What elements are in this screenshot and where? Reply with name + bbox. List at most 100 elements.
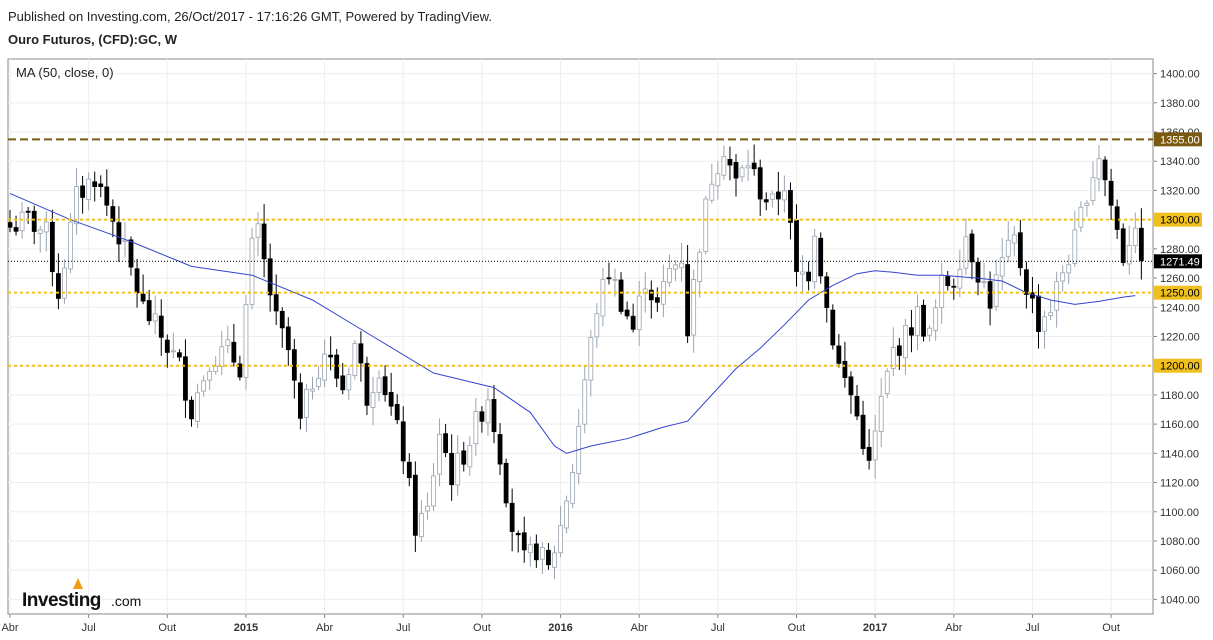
- candle: [437, 418, 442, 487]
- candle: [56, 253, 61, 310]
- candle: [915, 294, 920, 351]
- candle: [352, 340, 358, 380]
- candle: [558, 506, 563, 558]
- candle: [552, 545, 557, 579]
- y-tick-label: 1340.00: [1160, 156, 1200, 168]
- candle: [576, 409, 582, 485]
- x-tick-label: Out: [473, 622, 491, 634]
- candle: [370, 376, 376, 426]
- candle: [473, 397, 479, 457]
- y-tick-label: 1060.00: [1160, 565, 1200, 577]
- candle: [763, 192, 769, 211]
- x-tick-label: Abr: [631, 622, 648, 634]
- candle: [927, 325, 932, 342]
- price-tag-support: [1154, 212, 1202, 227]
- candle: [709, 163, 715, 204]
- candle: [261, 204, 267, 278]
- candle: [800, 255, 805, 295]
- candle: [1102, 156, 1108, 197]
- candle: [812, 228, 818, 289]
- candle: [1048, 300, 1053, 321]
- candle: [969, 229, 975, 280]
- candle: [963, 218, 969, 276]
- candle: [884, 368, 890, 399]
- candle: [1084, 199, 1090, 217]
- candle: [788, 182, 793, 240]
- candle: [170, 332, 176, 359]
- candle: [62, 259, 67, 304]
- x-tick-label: Abr: [1, 622, 18, 634]
- ma-line: [9, 192, 1136, 454]
- candle: [207, 367, 213, 391]
- candle: [739, 164, 745, 183]
- price-tag-current: [1154, 254, 1202, 269]
- x-tick-label: Jul: [1025, 622, 1039, 634]
- candle: [310, 376, 315, 400]
- candle: [1090, 161, 1096, 206]
- candle: [418, 500, 424, 542]
- candle: [334, 348, 340, 388]
- y-tick-label: 1280.00: [1160, 244, 1200, 256]
- candle: [872, 414, 878, 479]
- moving-average: [9, 192, 1136, 454]
- candle: [394, 394, 400, 425]
- candle: [1132, 212, 1138, 254]
- candle: [285, 317, 291, 366]
- symbol-title: Ouro Futuros, (CFD):GC, W: [8, 32, 177, 47]
- candle: [485, 387, 491, 436]
- candle: [818, 232, 824, 284]
- candle: [104, 169, 110, 216]
- x-tick-label: 2017: [863, 622, 887, 634]
- candle: [860, 400, 866, 455]
- candle: [80, 175, 85, 214]
- y-tick-label: 1320.00: [1160, 185, 1200, 197]
- candle: [933, 299, 939, 341]
- candle: [213, 356, 219, 375]
- y-tick-label: 1140.00: [1160, 448, 1199, 460]
- candle: [903, 318, 908, 375]
- candle: [1024, 261, 1029, 309]
- candle: [890, 327, 896, 377]
- candle: [630, 303, 636, 333]
- candle: [225, 325, 231, 354]
- logo-suffix: .com: [111, 593, 141, 609]
- candle: [400, 406, 406, 475]
- candle: [443, 424, 449, 458]
- candle: [304, 383, 309, 433]
- x-tick-label: Out: [158, 622, 176, 634]
- candle: [388, 372, 394, 416]
- candle: [68, 213, 73, 274]
- investing-logo: Investing .com: [22, 578, 141, 611]
- candle: [685, 245, 690, 343]
- candle: [467, 436, 473, 476]
- candle: [600, 267, 606, 327]
- candle: [364, 356, 370, 416]
- candle: [866, 429, 872, 470]
- candle: [86, 172, 92, 211]
- y-tick-label: 1240.00: [1160, 302, 1200, 314]
- candle: [703, 195, 709, 255]
- candle: [757, 159, 763, 216]
- candle: [606, 262, 612, 285]
- x-tick-label: Out: [1102, 622, 1120, 634]
- candle: [836, 334, 842, 368]
- candle: [1011, 225, 1017, 257]
- candle: [824, 272, 830, 323]
- candle: [8, 209, 13, 233]
- publish-info: Published on Investing.com, 26/Oct/2017 …: [8, 9, 492, 24]
- y-tick-label: 1080.00: [1160, 536, 1200, 548]
- y-tick-label: 1400.00: [1160, 69, 1200, 81]
- candle: [1072, 210, 1078, 267]
- x-tick-label: Jul: [711, 622, 725, 634]
- candle: [830, 304, 836, 350]
- candle: [479, 406, 485, 433]
- candle: [158, 299, 164, 356]
- candle: [1114, 199, 1120, 239]
- candle: [74, 168, 79, 235]
- candle: [1005, 221, 1011, 263]
- candle: [945, 270, 951, 291]
- candle: [98, 175, 104, 198]
- candle: [806, 261, 811, 291]
- candle: [152, 295, 158, 335]
- indicator-label: MA (50, close, 0): [16, 65, 114, 80]
